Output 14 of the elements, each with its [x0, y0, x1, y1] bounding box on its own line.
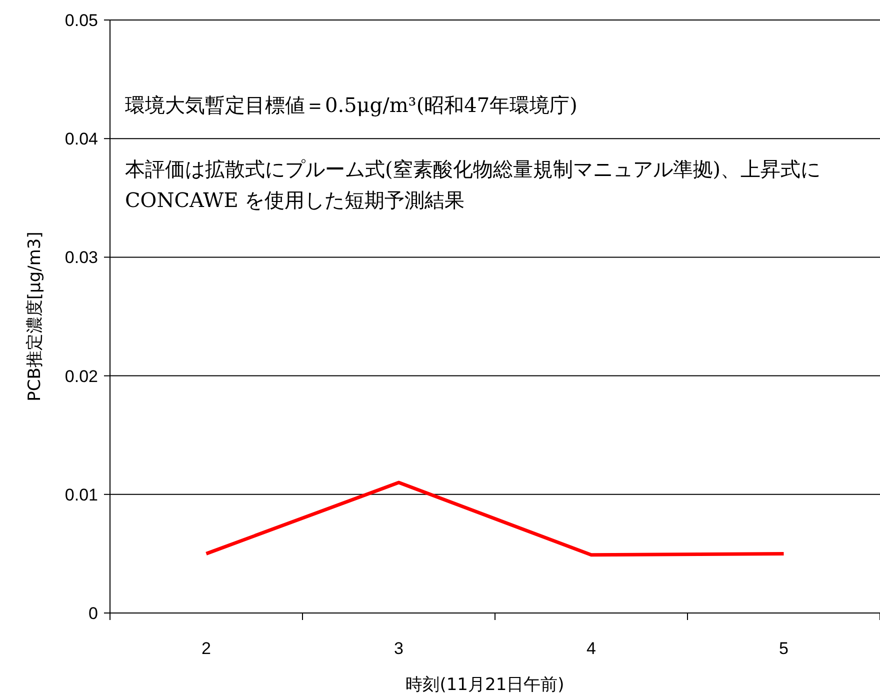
x-tick-label: 2 [202, 639, 211, 658]
y-tick-label: 0.05 [64, 11, 98, 30]
y-tick-label: 0.04 [64, 130, 98, 149]
x-tick-label: 3 [394, 639, 404, 658]
annotation: 本評価は拡散式にプルーム式(窒素酸化物総量規制マニュアル準拠)、上昇式に CONCAWE を使用した短期予測結果 [125, 156, 822, 214]
y-tick-label: 0.02 [64, 366, 98, 386]
y-tick-label: 0 [88, 604, 98, 623]
y-tick-label: 0.03 [64, 248, 98, 268]
y-tick-label: 0.01 [64, 485, 98, 504]
x-tick-label: 5 [779, 639, 788, 658]
annotation: 環境大気暫定目標値＝0.5μg/m³(昭和47年環境庁) [125, 92, 578, 119]
x-tick-label: 4 [586, 639, 596, 658]
y-axis-title: PCB推定濃度[μg/m3] [25, 232, 45, 402]
x-axis-title: 時刻(11月21日午前) [406, 675, 564, 695]
